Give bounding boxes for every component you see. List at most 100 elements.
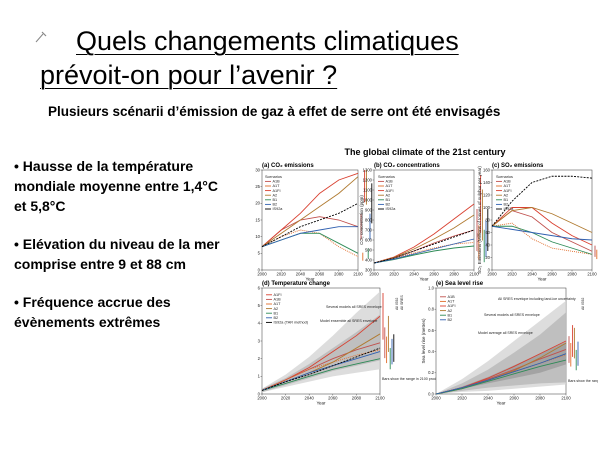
title-line-2: prévoit-on pour l’avenir ? <box>40 60 338 90</box>
legend-c-entry: B1 <box>504 198 509 202</box>
series-b2-line <box>373 238 475 264</box>
panel-d-envelope-0 <box>262 291 380 393</box>
legend-b-entry: B2 <box>386 203 391 207</box>
panel-d-ytick-label: 0 <box>258 391 261 396</box>
panel-d-xtick-label: 2080 <box>352 396 362 401</box>
panel-a-xtick-label: 2040 <box>296 272 306 277</box>
legend-b-entry: A1T <box>386 184 394 188</box>
panel-e-xlabel: Year <box>496 401 506 406</box>
panel-d-note: Bars show the range in 2100 produced by … <box>382 377 474 381</box>
series-b1-line <box>261 358 381 391</box>
panel-e-ytick-label: 0.0 <box>428 391 434 396</box>
legend-c-entry: A1T <box>504 184 512 188</box>
panel-d-ytick-label: 1 <box>258 374 261 379</box>
panel-a-ytick-label: 5 <box>258 251 261 256</box>
panel-b-ytick-label: 800 <box>365 217 373 222</box>
legend-d-entry: A1FI <box>274 293 282 297</box>
panel-d-xtick-label: 2020 <box>281 396 291 401</box>
bullet-temperature: • Hausse de la température mondiale moye… <box>14 158 218 214</box>
panel-d-xtick-label: 2100 <box>375 396 385 401</box>
panel-e-xtick-label: 2060 <box>509 396 519 401</box>
legend-d-entry: A1T <box>274 302 282 306</box>
series-a1fi-line <box>491 207 593 246</box>
legend-b-entry: A1FI <box>386 189 394 193</box>
legend-d-entry: IS92a (TAR method) <box>274 321 309 325</box>
panel-b-xtick-label: 2100 <box>469 272 479 277</box>
panel-d-ytick-label: 6 <box>258 285 261 290</box>
panel-c-xtick-label: 2000 <box>487 272 497 277</box>
panel-b-ytick-label: 600 <box>365 237 373 242</box>
legend-b-entry: A2 <box>386 193 391 197</box>
panel-d-xtick-label: 2060 <box>328 396 338 401</box>
panel-e-xtick-label: 2080 <box>535 396 545 401</box>
panel-a-ytick-label: 15 <box>255 217 260 222</box>
panel-e-note: Several models all SRES envelope <box>484 313 540 317</box>
legend-b-entry: B1 <box>386 198 391 202</box>
panel-d-ytick-label: 4 <box>258 321 261 326</box>
panel-d-xtick-label: 2000 <box>257 396 267 401</box>
legend-a-entry: A1FI <box>273 189 281 193</box>
panel-c-xtick-label: 2080 <box>567 272 577 277</box>
panel-e-ytick-label: 0.2 <box>428 370 434 375</box>
climate-figure: The global climate of the 21st century (… <box>255 147 598 406</box>
figure-title: The global climate of the 21st century <box>344 147 505 157</box>
panel-d-ytick-label: 3 <box>258 338 261 343</box>
bullet-extremes: • Fréquence accrue des évènements extrêm… <box>14 294 171 330</box>
legend-a-entry: A1T <box>273 184 281 188</box>
panel-b-ytick-label: 1000 <box>363 197 373 202</box>
panel-d-title: (d) Temperature change <box>262 281 331 287</box>
series-a1b-line <box>261 342 381 391</box>
series-a2-line <box>261 176 359 248</box>
series-is92a-line <box>261 347 381 391</box>
panel-a-ytick-label: 30 <box>255 167 260 172</box>
panel-a-ytick-label: 25 <box>255 184 260 189</box>
legend-d-entry: A2 <box>274 307 279 311</box>
series-b2-line <box>261 226 358 248</box>
panel-a-title: (a) CO₂ emissions <box>262 163 314 169</box>
panel-b-xtick-label: 2040 <box>409 272 419 277</box>
legend-e-entry: A1FI <box>448 304 456 308</box>
legend-a-entry: IS92a <box>273 207 284 211</box>
panel-b-xtick-label: 2020 <box>389 272 399 277</box>
series-a1t-line <box>261 229 359 258</box>
panel-b-xlabel: Year <box>419 277 429 282</box>
panel-c-xtick-label: 2020 <box>507 272 517 277</box>
panel-c-ytick-label: 120 <box>483 192 491 197</box>
panel-c-title: (c) SO₂ emissions <box>492 163 544 169</box>
panel-e-note: Model average all SRES envelope <box>478 331 533 335</box>
panel-c-ytick-label: 0 <box>488 267 491 272</box>
panel-a-xtick-label: 2020 <box>277 272 287 277</box>
panel-c-ytick-label: 20 <box>485 255 490 260</box>
series-is92a-line <box>373 229 475 264</box>
panel-e-xtick-label: 2040 <box>483 396 493 401</box>
panel-a-xtick-label: 2100 <box>353 272 363 277</box>
series-a2-line <box>491 207 593 233</box>
panel-b-ytick-label: 300 <box>365 267 373 272</box>
legend-c-header: Scenarios <box>496 175 513 179</box>
panel-e-envelope-2 <box>436 342 566 394</box>
slide-subtitle: Plusieurs scénarii d’émission de gaz à e… <box>48 104 501 119</box>
panel-d-bar-label: All IS92 <box>395 298 399 310</box>
panel-c-ytick-label: 60 <box>485 230 490 235</box>
panel-c-ylabel: SO₂ Emissions (Millions of tonnes of sul… <box>477 166 482 274</box>
panel-b-ytick-label: 1200 <box>363 177 373 182</box>
legend-c-entry: A1FI <box>504 189 512 193</box>
panel-e-note: All SRES envelope including land-ice unc… <box>498 297 576 301</box>
panel-d-note: Model ensemble all SRES envelope <box>320 319 377 323</box>
panel-e-xtick-label: 2100 <box>561 396 571 401</box>
panel-c-ytick-label: 140 <box>483 180 491 185</box>
panel-c-xlabel: Year <box>537 277 547 282</box>
panel-d-ytick-label: 2 <box>258 356 261 361</box>
panel-b-ytick-label: 1100 <box>363 187 373 192</box>
panel-a-xlabel: Year <box>305 277 315 282</box>
series-b2-line <box>491 225 593 241</box>
legend-e-entry: B1 <box>448 313 453 317</box>
panel-e-ytick-label: 1.0 <box>428 285 434 290</box>
series-b1-line <box>435 359 567 395</box>
pin-icon <box>35 31 47 43</box>
panel-a-ytick-label: 10 <box>255 234 260 239</box>
panel-b-ytick-label: 700 <box>365 227 373 232</box>
panel-d-note: Several models all SRES envelope <box>326 305 382 309</box>
legend-d-entry: B1 <box>274 311 279 315</box>
